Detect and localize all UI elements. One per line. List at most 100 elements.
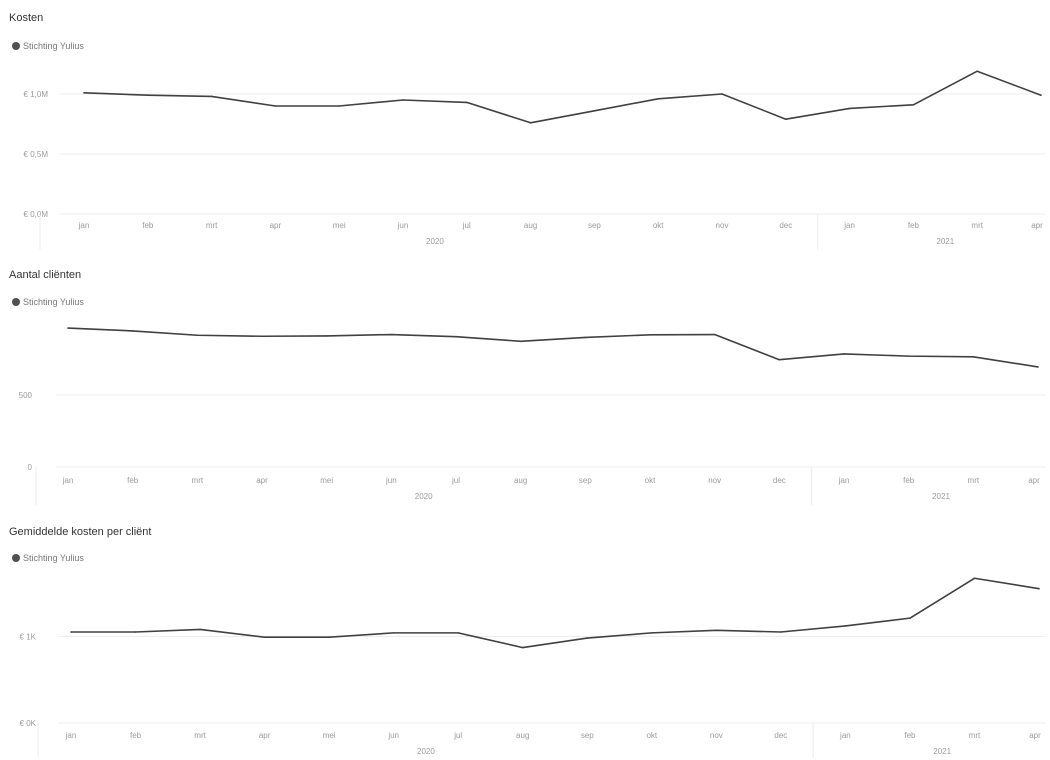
year-label: 2021 (933, 747, 951, 756)
x-tick-label: mei (323, 731, 336, 740)
data-point (519, 340, 522, 343)
data-point (134, 631, 137, 633)
x-tick-label: jan (838, 476, 850, 485)
year-label: 2021 (932, 492, 950, 501)
x-tick-label: jul (451, 476, 460, 485)
plot-gemiddelde-kosten: € 1K € 0K jan feb mrt apr mei jun jul aug sep okt no… (20, 577, 1046, 758)
data-point (466, 101, 468, 104)
x-tick-label: apr (270, 221, 282, 230)
data-point (972, 356, 975, 358)
data-point (907, 355, 910, 357)
y-tick-label: € 1K (20, 632, 37, 641)
x-tick-label: nov (716, 221, 729, 230)
data-point (778, 358, 781, 361)
x-tick-label: mrt (969, 731, 981, 740)
x-tick-label: okt (653, 221, 664, 230)
data-point (584, 336, 587, 339)
data-point (529, 122, 532, 124)
data-point (390, 333, 393, 336)
x-tick-label: feb (904, 731, 916, 740)
data-point (263, 636, 266, 638)
x-tick-label: sep (581, 731, 594, 740)
data-point (649, 334, 651, 336)
data-point (1038, 587, 1040, 590)
x-tick-label: aug (524, 221, 537, 230)
legend-marker (12, 298, 20, 306)
x-tick-label: mrt (194, 731, 206, 740)
data-point (402, 99, 404, 101)
plot-aantal-clienten: 500 0 jan feb mrt apr mei jun jul aug sep okt nov dec… (19, 327, 1046, 505)
legend: Stichting Yulius (12, 553, 84, 563)
data-point (261, 335, 263, 338)
x-tick-label: mei (333, 221, 346, 230)
year-label: 2021 (936, 237, 954, 246)
x-tick-label: feb (903, 476, 915, 485)
y-tick-label: € 0K (20, 719, 37, 728)
x-tick-label: apr (256, 476, 268, 485)
x-tick-label: feb (127, 476, 139, 485)
data-point (715, 629, 718, 632)
legend: Stichting Yulius (12, 41, 84, 51)
data-point (83, 92, 85, 94)
data-point (70, 631, 72, 633)
year-label: 2020 (417, 747, 435, 756)
x-tick-label: dec (773, 476, 786, 485)
data-point (785, 118, 787, 120)
year-label: 2020 (415, 492, 433, 501)
data-point (199, 628, 201, 631)
data-point (521, 646, 524, 649)
y-tick-label: 500 (19, 391, 33, 400)
x-tick-label: mrt (971, 221, 983, 230)
data-point (780, 631, 782, 633)
x-tick-label: jul (453, 731, 462, 740)
x-tick-label: feb (142, 221, 154, 230)
x-tick-label: jan (843, 221, 855, 230)
x-tick-label: dec (779, 221, 792, 230)
data-point (844, 625, 847, 627)
x-tick-label: apr (1028, 476, 1040, 485)
chart-title: Kosten (9, 12, 44, 24)
data-point (976, 70, 978, 72)
y-tick-label: 0 (28, 463, 33, 472)
x-tick-label: apr (259, 731, 271, 740)
data-point (210, 95, 213, 98)
data-point (457, 632, 460, 634)
x-tick-label: mrt (192, 476, 204, 485)
data-point (147, 94, 149, 96)
data-point (455, 335, 457, 338)
x-tick-label: okt (646, 731, 657, 740)
x-tick-label: jan (78, 221, 90, 230)
data-point (973, 577, 976, 580)
data-point (1040, 94, 1042, 96)
x-tick-label: apr (1029, 731, 1041, 740)
x-tick-label: okt (645, 476, 656, 485)
x-tick-label: sep (588, 221, 601, 230)
data-point (912, 104, 915, 106)
chart-title: Aantal cliënten (9, 269, 82, 281)
data-point (843, 353, 845, 355)
y-tick-label: € 0,5M (24, 150, 49, 159)
x-tick-label: feb (908, 221, 920, 230)
data-point (713, 333, 716, 336)
data-point (657, 98, 659, 100)
legend-label: Stichting Yulius (23, 297, 84, 307)
x-tick-label: jan (65, 731, 77, 740)
data-point (325, 335, 328, 337)
chart-title: Gemiddelde kosten per cliënt (9, 526, 152, 538)
x-tick-label: sep (579, 476, 592, 485)
x-tick-label: dec (774, 731, 787, 740)
series-line (67, 327, 1039, 368)
legend-label: Stichting Yulius (23, 41, 84, 51)
x-tick-label: aug (516, 731, 529, 740)
y-tick-label: € 1,0M (24, 90, 49, 99)
chart-aantal-clienten: Aantal cliënten Stichting Yulius 500 0 jan… (0, 256, 1050, 512)
data-point (651, 632, 653, 634)
x-tick-label: jun (385, 476, 397, 485)
series-line (71, 577, 1040, 649)
series-line (83, 70, 1042, 124)
data-point (392, 632, 395, 634)
data-point (131, 330, 134, 332)
data-point (586, 637, 589, 639)
x-tick-label: jul (462, 221, 471, 230)
year-label: 2020 (426, 237, 444, 246)
